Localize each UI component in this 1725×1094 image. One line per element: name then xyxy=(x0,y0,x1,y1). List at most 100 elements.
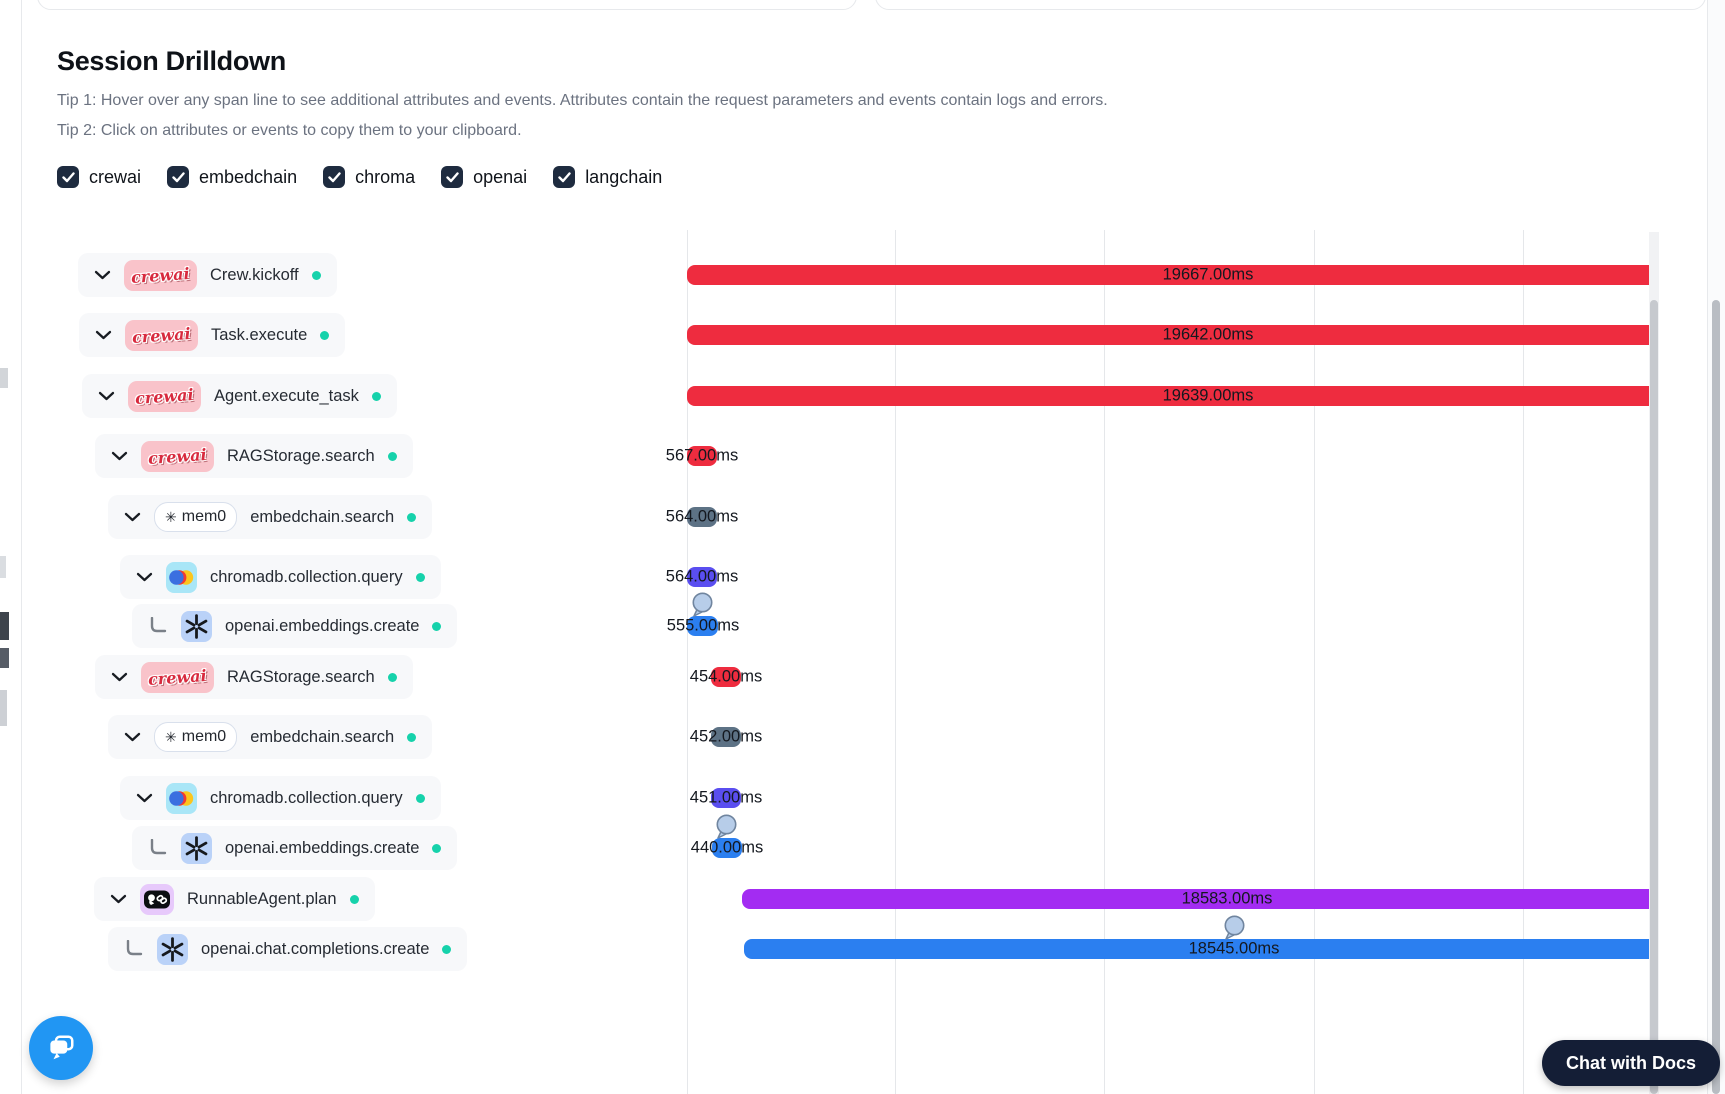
span-name-label: openai.embeddings.create xyxy=(225,838,420,857)
page-scrollbar-thumb[interactable] xyxy=(1712,300,1720,1094)
chevron-down-icon[interactable] xyxy=(110,894,127,904)
top-card-edge-left xyxy=(37,0,857,10)
filter-checkbox-chroma[interactable]: chroma xyxy=(323,166,415,188)
filter-checkbox-openai[interactable]: openai xyxy=(441,166,527,188)
span-name-label: Agent.execute_task xyxy=(214,386,359,405)
mem0-logo-icon: ✳ mem0 xyxy=(154,722,238,752)
span-tree-item-Agent.execute_task[interactable]: crewai Agent.execute_task xyxy=(82,374,397,418)
span-duration-bar[interactable] xyxy=(687,507,717,527)
span-status-dot xyxy=(387,672,397,682)
span-duration-bar[interactable] xyxy=(687,325,1657,345)
span-tree-item-openai.chat.completions.create[interactable]: openai.chat.completions.create xyxy=(108,927,468,971)
span-duration-bar[interactable] xyxy=(711,788,741,808)
span-status-dot xyxy=(407,512,417,522)
chevron-down-icon[interactable] xyxy=(111,451,128,461)
span-name-label: RunnableAgent.plan xyxy=(187,889,337,908)
checkbox-checked-icon[interactable] xyxy=(167,166,190,188)
chat-with-docs-label: Chat with Docs xyxy=(1566,1052,1697,1073)
chat-widget-button[interactable] xyxy=(29,1016,93,1080)
span-name-label: embedchain.search xyxy=(250,507,395,526)
filter-checkbox-langchain[interactable]: langchain xyxy=(553,166,662,188)
chevron-down-icon[interactable] xyxy=(94,270,111,280)
langchain-logo-icon xyxy=(140,883,174,915)
crewai-logo-icon: crewai xyxy=(141,661,214,693)
mem0-logo-icon: ✳ mem0 xyxy=(154,502,238,532)
span-duration-bar[interactable] xyxy=(687,265,1657,285)
chevron-down-icon[interactable] xyxy=(111,672,128,682)
crewai-logo-icon: crewai xyxy=(141,440,214,472)
span-row: chromadb.collection.query 564.00ms xyxy=(0,555,1725,599)
span-duration-bar[interactable] xyxy=(687,386,1657,406)
span-name-label: Crew.kickoff xyxy=(210,265,299,284)
checkbox-checked-icon[interactable] xyxy=(553,166,576,188)
timeline-gridline xyxy=(687,230,688,1094)
span-row: crewai RAGStorage.search 567.00ms xyxy=(0,434,1725,478)
span-status-dot xyxy=(415,793,425,803)
span-duration-bar[interactable] xyxy=(711,727,741,747)
span-row: crewai Agent.execute_task 19639.00ms xyxy=(0,374,1725,418)
span-tree-item-chromadb.collection.query[interactable]: chromadb.collection.query xyxy=(120,555,441,599)
span-tree-item-openai.embeddings.create[interactable]: openai.embeddings.create xyxy=(132,604,458,648)
crewai-logo-icon: crewai xyxy=(125,319,198,351)
left-edge-fragment xyxy=(0,612,9,640)
tip-2-text: Tip 2: Click on attributes or events to … xyxy=(57,122,522,139)
span-tree-item-embedchain.search[interactable]: ✳ mem0 embedchain.search xyxy=(108,495,433,539)
chevron-down-icon[interactable] xyxy=(98,391,115,401)
span-tree-item-RAGStorage.search[interactable]: crewai RAGStorage.search xyxy=(95,655,413,699)
library-filters: crewai embedchain chroma openai langchain xyxy=(57,166,662,188)
openai-logo-icon xyxy=(181,832,212,864)
checkbox-checked-icon[interactable] xyxy=(323,166,346,188)
span-tree-item-Crew.kickoff[interactable]: crewai Crew.kickoff xyxy=(78,253,337,297)
timeline-gridline xyxy=(1104,230,1105,1094)
chevron-down-icon[interactable] xyxy=(136,572,153,582)
openai-logo-icon xyxy=(181,610,212,642)
left-edge-fragment xyxy=(0,690,7,726)
span-duration-bar[interactable] xyxy=(712,838,742,858)
chevron-down-icon[interactable] xyxy=(136,793,153,803)
filter-checkbox-crewai[interactable]: crewai xyxy=(57,166,141,188)
tip-1-text: Tip 1: Hover over any span line to see a… xyxy=(57,92,1108,109)
span-duration-bar[interactable] xyxy=(711,667,741,687)
checkbox-checked-icon[interactable] xyxy=(57,166,79,188)
left-card-border xyxy=(21,0,22,1094)
span-tree-item-chromadb.collection.query[interactable]: chromadb.collection.query xyxy=(120,776,441,820)
timeline-gridline xyxy=(1314,230,1315,1094)
span-row: ✳ mem0 embedchain.search 564.00ms xyxy=(0,495,1725,539)
page-title: Session Drilldown xyxy=(57,46,286,76)
chevron-down-icon[interactable] xyxy=(124,732,141,742)
span-name-label: embedchain.search xyxy=(250,727,395,746)
filter-label: langchain xyxy=(585,166,663,187)
span-row: openai.chat.completions.create 18545.00ms xyxy=(0,915,1725,971)
span-tree-item-openai.embeddings.create[interactable]: openai.embeddings.create xyxy=(132,826,458,870)
span-tree-item-RAGStorage.search[interactable]: crewai RAGStorage.search xyxy=(95,434,413,478)
span-status-dot xyxy=(311,270,321,280)
top-card-edge-right xyxy=(875,0,1706,10)
event-bubble-icon[interactable] xyxy=(713,813,739,840)
span-name-label: RAGStorage.search xyxy=(227,446,375,465)
span-duration-bar[interactable] xyxy=(687,616,718,636)
span-duration-bar[interactable] xyxy=(687,567,717,587)
filter-label: openai xyxy=(473,166,528,187)
chevron-down-icon[interactable] xyxy=(95,330,112,340)
chart-scrollbar-thumb[interactable] xyxy=(1650,300,1658,1094)
left-edge-fragment xyxy=(0,648,9,668)
crewai-logo-icon: crewai xyxy=(124,259,197,291)
span-status-dot xyxy=(415,572,425,582)
event-bubble-icon[interactable] xyxy=(1221,914,1247,941)
span-tree-item-RunnableAgent.plan[interactable]: RunnableAgent.plan xyxy=(94,877,375,921)
checkbox-checked-icon[interactable] xyxy=(441,166,464,188)
chevron-down-icon[interactable] xyxy=(124,512,141,522)
chat-with-docs-button[interactable]: Chat with Docs xyxy=(1542,1040,1721,1086)
span-duration-bar[interactable] xyxy=(742,889,1657,909)
span-duration-bar[interactable] xyxy=(744,939,1657,959)
event-bubble-icon[interactable] xyxy=(689,591,715,618)
span-row: crewai Crew.kickoff 19667.00ms xyxy=(0,253,1725,297)
span-duration-bar[interactable] xyxy=(687,446,717,466)
filter-checkbox-embedchain[interactable]: embedchain xyxy=(167,166,297,188)
span-tree-item-embedchain.search[interactable]: ✳ mem0 embedchain.search xyxy=(108,715,433,759)
span-row: crewai RAGStorage.search 454.00ms xyxy=(0,655,1725,699)
span-row: chromadb.collection.query 451.00ms xyxy=(0,776,1725,820)
chroma-logo-icon xyxy=(166,561,197,593)
span-status-dot xyxy=(387,451,397,461)
span-tree-item-Task.execute[interactable]: crewai Task.execute xyxy=(79,313,346,357)
